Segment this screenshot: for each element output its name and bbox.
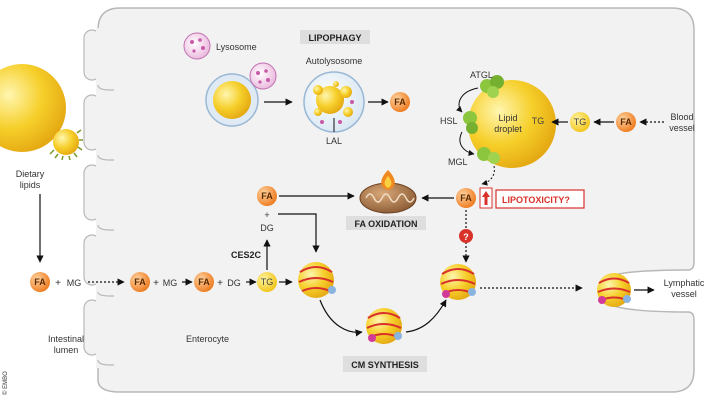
ces2c-label: CES2C [231, 250, 262, 260]
lipophagy-fa-label: FA [394, 97, 406, 107]
ces2c-plus: + [264, 210, 269, 220]
arrow-synthesis-to-cm [405, 299, 447, 333]
cell-fa-2-circle [194, 272, 214, 292]
autolysosome-label: Autolysosome [306, 56, 363, 66]
arrow-mgl-to-fa [481, 165, 495, 186]
intestinal-lumen-label-2: lumen [54, 345, 79, 355]
released-fa-circle [456, 188, 476, 208]
arrow-cm-to-synthesis [319, 299, 363, 337]
blood-tg-circle [570, 112, 590, 132]
cell-fa-1-circle [130, 272, 150, 292]
lumen-fa-circle [30, 272, 50, 292]
mgl-enzyme-icon [477, 147, 500, 164]
lipophagy-fa-circle [390, 92, 410, 112]
autophagosome-with-lysosome [205, 62, 277, 127]
lumen-plus: + [55, 278, 61, 289]
brush-border-folds [97, 84, 114, 366]
copyright-label: © EMBO [2, 371, 9, 395]
arrow-hsl-to-mgl [459, 131, 475, 156]
ces2c-fa-circle [257, 186, 277, 206]
lumen-mg-label: MG [67, 278, 82, 288]
cell-fa-2-label: FA [198, 277, 210, 287]
blood-fa-circle [616, 112, 636, 132]
ces2c-fa-label: FA [261, 191, 273, 201]
lymphatic-label-2: vessel [671, 289, 697, 299]
intestinal-lumen-label-1: Intestinal [48, 334, 84, 344]
ces2c-dg-label: DG [260, 223, 274, 233]
cell-tg-circle [257, 272, 277, 292]
lymphatic-label-1: Lymphatic [664, 278, 705, 288]
question-badge [459, 229, 473, 243]
lipid-droplet-label-1: Lipid [498, 113, 517, 123]
lal-label: LAL [326, 136, 342, 146]
arrow-atgl-to-hsl [456, 87, 479, 113]
cell-plus-2: + [217, 278, 223, 289]
cell-dg-label: DG [227, 278, 241, 288]
dietary-lipids-label-2: lipids [20, 180, 41, 190]
chylomicron-3 [440, 264, 476, 300]
chylomicron-secreted [597, 273, 631, 307]
enterocyte-label: Enterocyte [186, 334, 229, 344]
blood-vessel-label-2: vessel [669, 123, 695, 133]
question-badge-label: ? [463, 232, 469, 242]
lipotoxicity-box [495, 189, 585, 209]
lipophagy-box [300, 30, 370, 44]
released-fa-label: FA [460, 193, 472, 203]
cell-mg-label: MG [163, 278, 178, 288]
lipid-droplet-label-2: droplet [494, 124, 522, 134]
hsl-enzyme-icon [463, 111, 478, 134]
cm-synthesis-label: CM SYNTHESIS [351, 360, 419, 370]
blood-fa-label: FA [620, 117, 632, 127]
cm-synthesis-box [343, 356, 427, 372]
chylomicron-2 [366, 308, 402, 344]
dietary-lipid-droplet [0, 64, 83, 161]
arrow-dg-to-cm [278, 213, 320, 253]
blood-tg-label: TG [574, 117, 587, 127]
fa-oxidation-label: FA OXIDATION [355, 219, 418, 229]
flame-icon [381, 170, 395, 190]
lipophagy-label: LIPOPHAGY [308, 33, 361, 43]
atgl-label: ATGL [470, 70, 493, 80]
hsl-label: HSL [440, 116, 458, 126]
mgl-label: MGL [448, 157, 468, 167]
chylomicron-1 [298, 262, 336, 298]
atgl-enzyme-icon [480, 75, 504, 98]
mitochondrion-icon [359, 182, 417, 214]
lysosome-label: Lysosome [216, 42, 257, 52]
cytosolic-lipid-droplet [468, 80, 556, 168]
lysosome-icon [183, 32, 211, 60]
lipotoxicity-label: LIPOTOXICITY? [502, 195, 570, 205]
cell-tg-label: TG [261, 277, 274, 287]
dietary-lipids-label-1: Dietary [16, 169, 45, 179]
autolysosome-icon [303, 71, 365, 133]
cell-fa-1-label: FA [134, 277, 146, 287]
cell-plus-1: + [153, 278, 159, 289]
droplet-tg-label: TG [532, 116, 545, 126]
lumen-fa-label: FA [34, 277, 46, 287]
increase-arrow-icon [479, 187, 493, 209]
blood-vessel-label-1: Blood [670, 112, 693, 122]
fa-oxidation-box [346, 216, 426, 230]
